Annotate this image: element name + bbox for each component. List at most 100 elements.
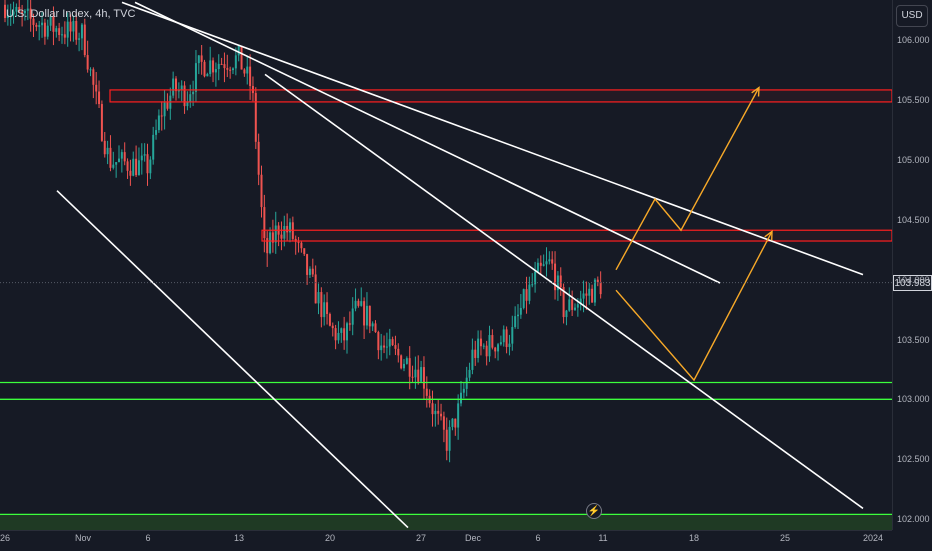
candle-body [457,403,460,428]
candle-body [317,292,320,304]
candle-body [431,403,434,415]
candle-body [143,154,146,156]
projection-arrowhead [764,229,773,241]
candle-body [263,207,266,239]
price-tick-label: 104.500 [897,214,930,225]
candle-body [100,104,103,141]
candle-body [308,268,311,275]
candle-body [502,329,505,343]
candle-body [123,152,126,162]
price-tick-label: 106.000 [897,34,930,45]
candle-body [559,275,562,288]
candle-body [240,45,243,70]
candle-body [403,363,405,369]
candle-body [593,279,596,303]
candle-body [400,355,403,369]
candle-body [126,161,129,171]
candle-body [175,78,177,92]
candle-body [69,21,72,32]
candle-body [522,289,525,308]
candle-body [115,162,118,165]
candle-body [311,268,314,275]
candle-body [86,55,89,70]
candle-body [249,66,252,87]
candle-body [582,293,585,299]
candle-body [189,94,192,102]
price-tick-label: 103.500 [897,334,930,345]
candle-body [562,287,565,318]
candle-body [545,261,548,265]
candle-body [166,102,169,109]
candle-body [106,147,109,155]
candle-body [388,339,391,347]
candle-body [365,305,368,326]
candle-body [149,159,152,174]
candle-body [368,305,371,327]
candle-body [12,11,15,15]
candle-body [286,225,289,233]
candle-body [157,115,160,131]
candle-body [554,263,557,291]
time-tick-label: 18 [688,533,699,543]
candle-body [294,238,297,242]
lightning-icon[interactable]: ⚡ [586,503,602,519]
time-tick-label: 2024 [862,533,884,543]
projection-path [615,231,773,382]
candle-body [303,248,306,255]
candle-body [497,344,500,352]
candle-body [334,328,337,341]
candle-body [511,327,514,344]
candle-body [397,348,400,356]
candle-body [38,25,41,27]
candle-body [337,332,340,341]
candle-body [556,275,559,291]
candle-body [300,242,303,249]
candle-body [525,289,528,301]
candle-body [340,328,343,333]
candle-body [26,8,29,11]
candle-body [32,18,35,25]
candle-body [220,63,223,65]
candle-body [383,345,386,348]
price-scale[interactable] [892,0,932,530]
candle-body [80,24,83,39]
candle-body [120,152,123,159]
candle-body [226,68,229,70]
candle-body [477,338,480,358]
price-chart[interactable] [0,0,892,530]
price-tick-label: 103.000 [897,394,930,405]
candle-body [237,45,240,56]
candle-body [152,134,155,160]
candle-body [514,316,517,328]
candle-body [266,238,269,254]
candle-body [92,69,95,85]
candle-body [118,158,120,163]
currency-button[interactable]: USD [896,5,928,27]
candle-body [328,313,331,326]
candle-body [542,264,545,266]
candle-body [343,328,346,341]
candle-body [448,426,451,451]
candle-body [283,225,286,239]
candle-body [417,369,420,382]
candle-body [479,338,482,347]
time-tick-label: 20 [324,533,335,543]
candle-body [52,16,55,32]
candle-body [49,16,52,26]
candle-body [206,73,209,77]
candle-body [18,6,21,12]
time-tick-label: Nov [74,533,91,543]
candle-body [534,271,537,285]
candle-body [408,358,411,377]
candle-body [41,22,44,26]
candle-body [551,259,554,264]
candle-body [568,299,571,311]
candle-body [4,4,6,18]
candle-body [260,174,263,208]
candle-body [163,102,166,117]
candle-body [531,284,534,286]
time-scale[interactable] [0,530,892,551]
candle-body [83,24,86,56]
candle-body [517,314,519,317]
candle-body [326,302,329,314]
